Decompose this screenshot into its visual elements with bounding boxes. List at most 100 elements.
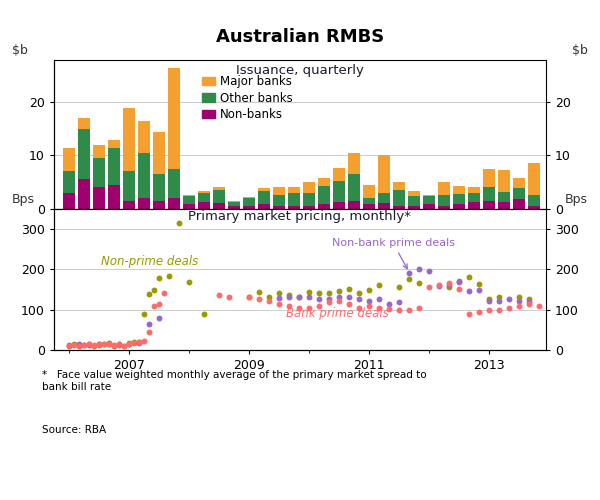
Point xyxy=(159,290,169,298)
Bar xyxy=(483,200,495,208)
Bar xyxy=(123,108,135,172)
Point xyxy=(139,310,149,318)
Point xyxy=(424,267,434,275)
Bar xyxy=(258,204,270,208)
Point xyxy=(134,338,144,345)
Text: Primary market pricing, monthly*: Primary market pricing, monthly* xyxy=(188,210,412,223)
Point xyxy=(264,294,274,302)
Point xyxy=(344,286,354,294)
Point xyxy=(274,294,284,302)
Point xyxy=(394,298,404,306)
Bar xyxy=(498,170,510,192)
Bar xyxy=(153,200,165,208)
Point xyxy=(254,296,264,304)
Point xyxy=(374,304,384,312)
Point xyxy=(109,341,119,349)
Point xyxy=(484,306,494,314)
Bar xyxy=(288,206,300,208)
Point xyxy=(404,269,414,277)
Bar xyxy=(468,188,480,192)
Bar xyxy=(198,191,210,192)
Bar xyxy=(318,186,330,204)
Bar xyxy=(423,204,435,208)
Point xyxy=(224,294,234,302)
Bar xyxy=(513,199,525,208)
Point xyxy=(74,342,84,349)
Point xyxy=(344,292,354,300)
Point xyxy=(174,218,184,226)
Point xyxy=(274,300,284,308)
Point xyxy=(134,338,144,346)
Legend: Major banks, Other banks, Non-banks: Major banks, Other banks, Non-banks xyxy=(197,70,298,126)
Bar xyxy=(303,206,315,208)
Bar xyxy=(453,194,465,204)
Point xyxy=(109,342,119,349)
Point xyxy=(464,288,474,296)
Point xyxy=(94,340,104,348)
Bar xyxy=(273,206,285,208)
Text: Bps: Bps xyxy=(12,192,35,205)
Text: Non-prime deals: Non-prime deals xyxy=(101,255,199,268)
Point xyxy=(384,305,394,313)
Text: Bps: Bps xyxy=(565,192,588,205)
Bar xyxy=(243,206,255,208)
Point xyxy=(274,290,284,298)
Bar xyxy=(378,192,390,203)
Point xyxy=(524,300,534,308)
Bar xyxy=(183,196,195,204)
Point xyxy=(444,284,454,292)
Bar xyxy=(393,190,405,206)
Bar xyxy=(438,206,450,208)
Bar xyxy=(303,182,315,192)
Bar xyxy=(213,190,225,203)
Point xyxy=(199,310,209,318)
Bar xyxy=(78,118,90,129)
Point xyxy=(424,284,434,292)
Bar xyxy=(393,182,405,190)
Point xyxy=(514,302,524,310)
Bar xyxy=(393,206,405,208)
Bar xyxy=(273,196,285,206)
Bar xyxy=(258,188,270,191)
Bar xyxy=(183,204,195,208)
Point xyxy=(454,278,464,285)
Point xyxy=(474,280,484,288)
Bar xyxy=(228,201,240,202)
Bar xyxy=(258,191,270,204)
Point xyxy=(444,282,454,290)
Bar xyxy=(213,188,225,190)
Point xyxy=(134,338,144,346)
Point xyxy=(94,340,104,348)
Point xyxy=(124,340,134,348)
Point xyxy=(284,292,294,300)
Point xyxy=(74,342,84,349)
Bar xyxy=(168,169,180,198)
Point xyxy=(124,340,134,348)
Point xyxy=(64,341,74,349)
Point xyxy=(504,296,514,304)
Point xyxy=(114,340,124,348)
Text: Bank prime deals: Bank prime deals xyxy=(286,308,388,320)
Text: Non-bank prime deals: Non-bank prime deals xyxy=(331,238,455,268)
Point xyxy=(364,298,374,306)
Point xyxy=(144,320,154,328)
Point xyxy=(89,342,99,349)
Point xyxy=(404,306,414,314)
Bar xyxy=(243,198,255,206)
Bar xyxy=(78,129,90,180)
Point xyxy=(474,308,484,316)
Bar xyxy=(318,178,330,186)
Point xyxy=(84,341,94,349)
Bar xyxy=(93,145,105,158)
Point xyxy=(164,272,174,280)
Point xyxy=(334,296,344,304)
Point xyxy=(374,294,384,302)
Point xyxy=(464,310,474,318)
Bar xyxy=(318,204,330,208)
Bar xyxy=(333,202,345,208)
Bar xyxy=(453,204,465,208)
Point xyxy=(324,298,334,306)
Text: Australian RMBS: Australian RMBS xyxy=(216,28,384,46)
Bar xyxy=(423,196,435,204)
Bar xyxy=(108,184,120,208)
